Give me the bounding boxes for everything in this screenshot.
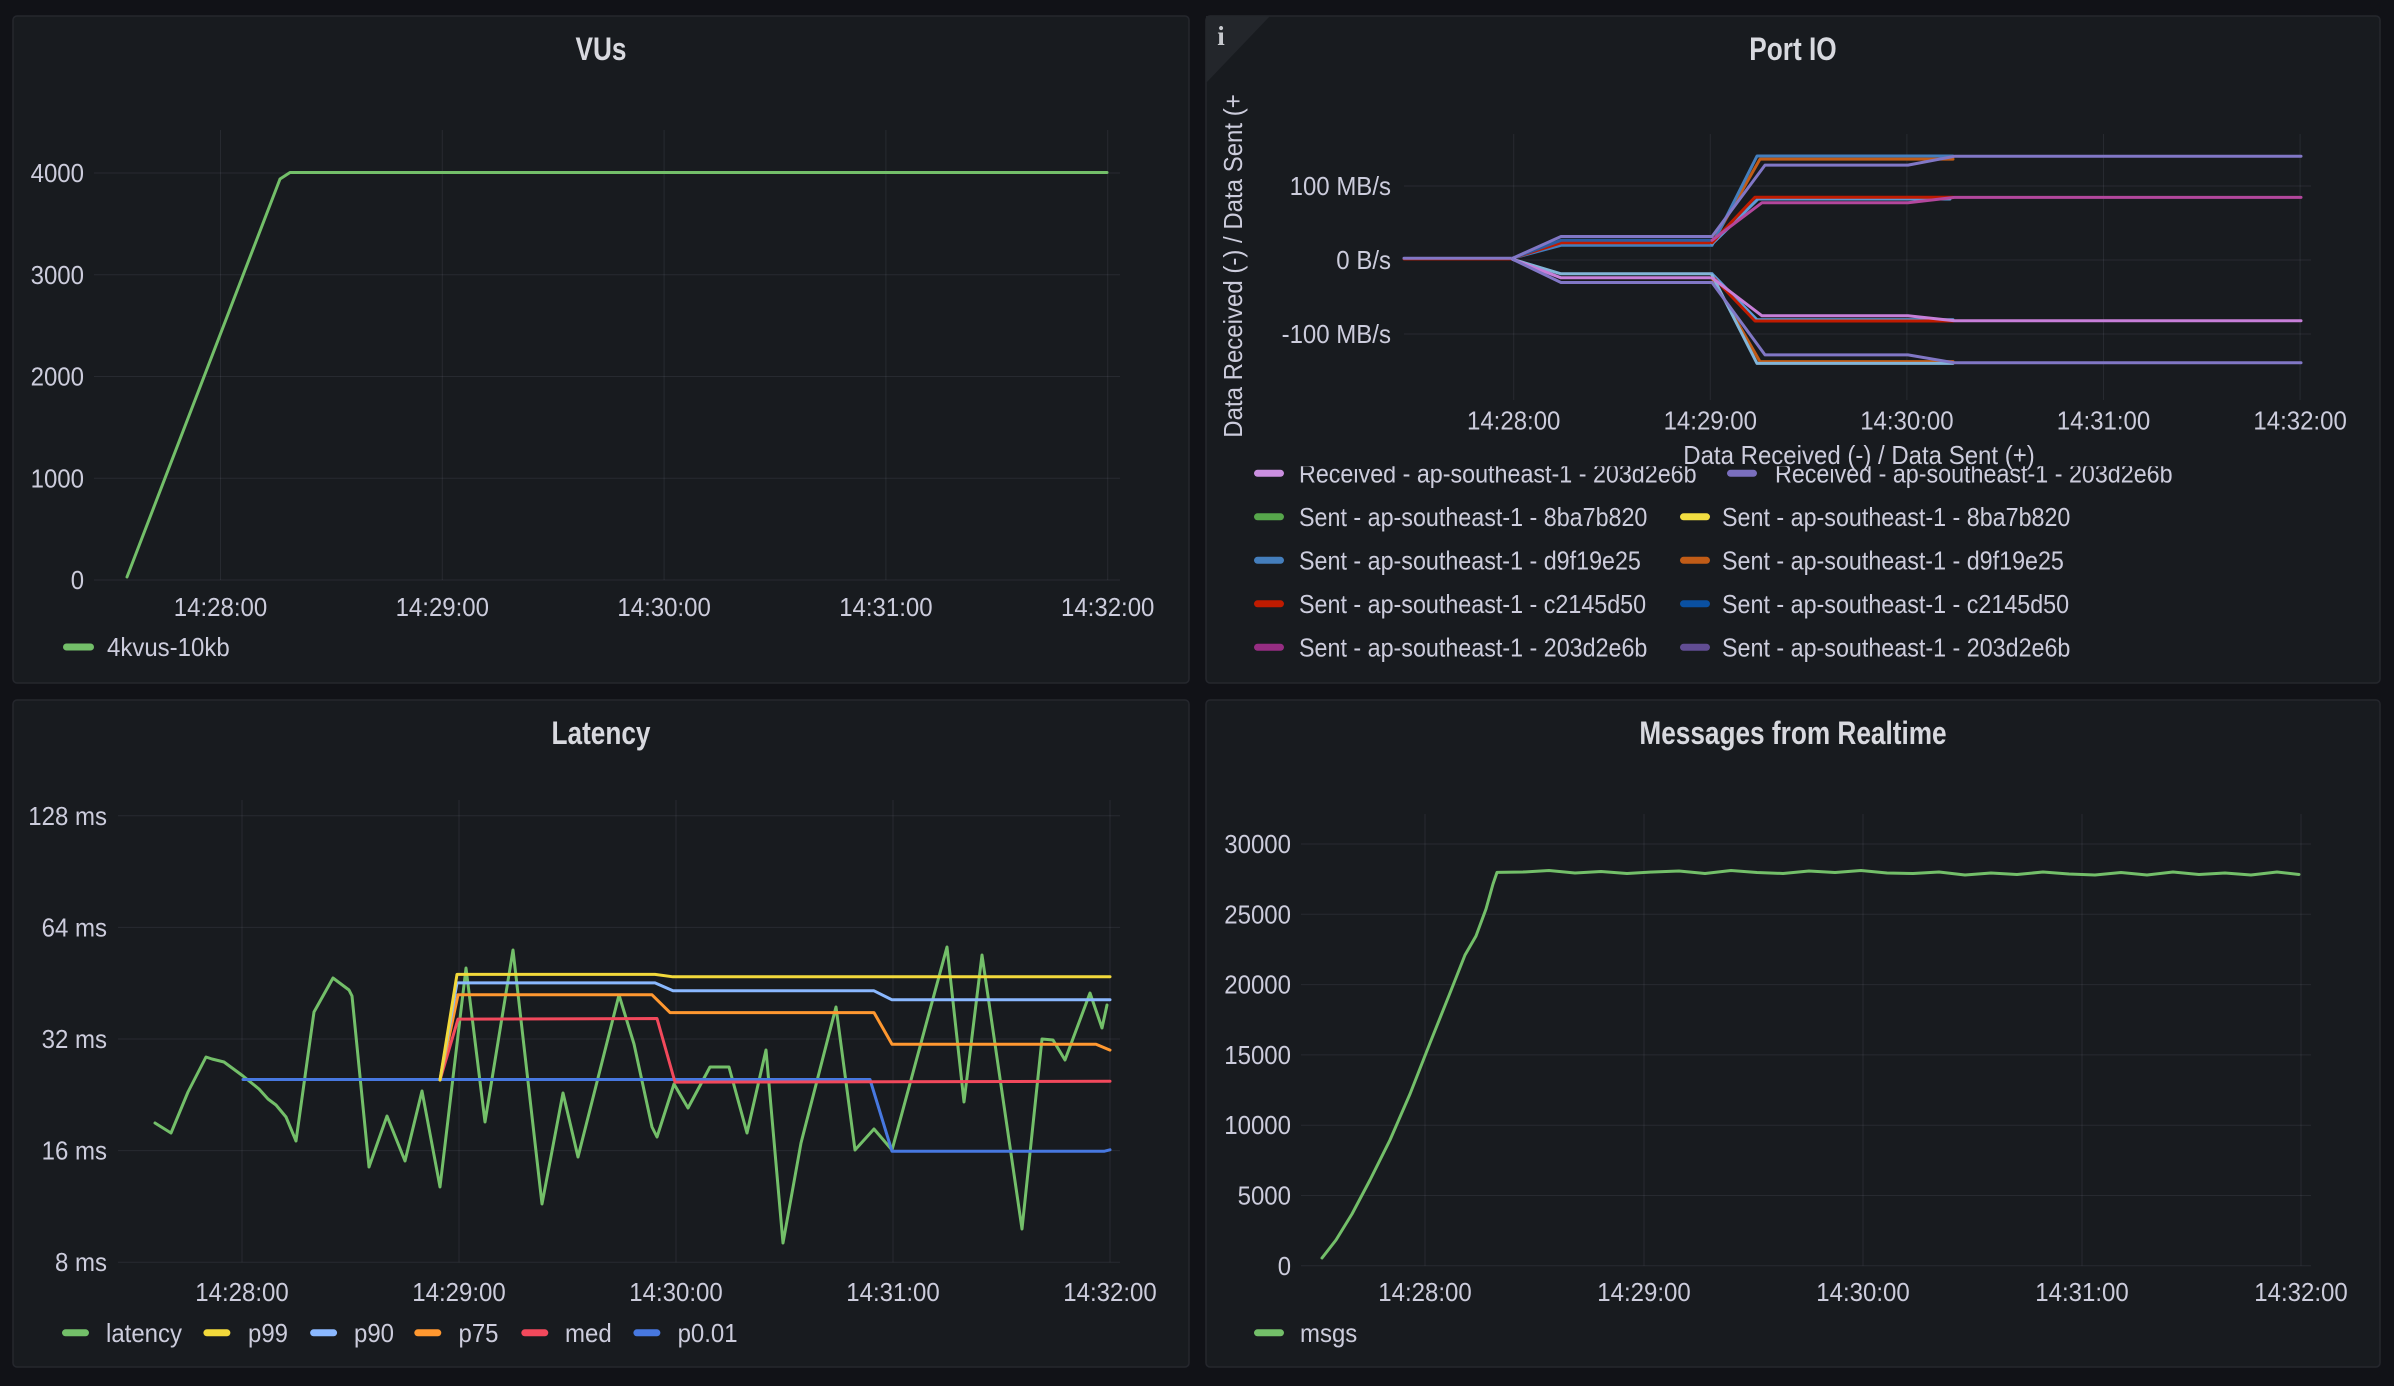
svg-text:Received - ap-southeast-1 - 20: Received - ap-southeast-1 - 203d2e6b xyxy=(1299,458,1697,488)
svg-text:14:32:00: 14:32:00 xyxy=(1061,592,1154,622)
svg-text:p90: p90 xyxy=(354,1318,394,1348)
svg-text:Received - ap-southeast-1 - 20: Received - ap-southeast-1 - 203d2e6b xyxy=(1775,458,2173,488)
svg-text:2000: 2000 xyxy=(31,362,84,392)
svg-text:Sent - ap-southeast-1 - 203d2e: Sent - ap-southeast-1 - 203d2e6b xyxy=(1722,632,2070,662)
svg-text:14:30:00: 14:30:00 xyxy=(1816,1277,1909,1307)
svg-text:Sent - ap-southeast-1 - 203d2e: Sent - ap-southeast-1 - 203d2e6b xyxy=(1299,632,1647,662)
svg-text:Sent - ap-southeast-1 - c2145d: Sent - ap-southeast-1 - c2145d50 xyxy=(1722,589,2069,619)
svg-text:8 ms: 8 ms xyxy=(55,1247,107,1277)
svg-text:14:29:00: 14:29:00 xyxy=(1664,406,1757,436)
svg-text:0: 0 xyxy=(1278,1251,1291,1281)
svg-text:14:32:00: 14:32:00 xyxy=(2253,406,2346,436)
svg-text:20000: 20000 xyxy=(1224,970,1291,1000)
svg-text:30000: 30000 xyxy=(1224,829,1291,859)
svg-text:Sent - ap-southeast-1 - 8ba7b8: Sent - ap-southeast-1 - 8ba7b820 xyxy=(1722,502,2070,532)
svg-text:14:31:00: 14:31:00 xyxy=(839,592,932,622)
svg-text:1000: 1000 xyxy=(31,463,84,493)
svg-text:0: 0 xyxy=(71,565,84,595)
svg-text:med: med xyxy=(565,1318,612,1348)
svg-text:14:28:00: 14:28:00 xyxy=(174,592,267,622)
svg-text:Port IO: Port IO xyxy=(1749,31,1836,67)
svg-text:100 MB/s: 100 MB/s xyxy=(1290,171,1391,201)
svg-text:15000: 15000 xyxy=(1224,1040,1291,1070)
svg-text:14:31:00: 14:31:00 xyxy=(2057,406,2150,436)
svg-text:Data Received (-) / Data Sent: Data Received (-) / Data Sent (+) xyxy=(1683,440,2035,470)
svg-text:VUs: VUs xyxy=(576,31,627,67)
svg-text:14:30:00: 14:30:00 xyxy=(1860,406,1953,436)
svg-text:i: i xyxy=(1217,21,1225,51)
svg-text:Data Received (-) / Data Sent: Data Received (-) / Data Sent (+ xyxy=(1218,94,1248,438)
svg-text:p75: p75 xyxy=(459,1318,499,1348)
svg-text:14:29:00: 14:29:00 xyxy=(1597,1277,1690,1307)
svg-text:32 ms: 32 ms xyxy=(42,1024,107,1054)
svg-text:14:28:00: 14:28:00 xyxy=(1378,1277,1471,1307)
svg-text:14:32:00: 14:32:00 xyxy=(1063,1277,1156,1307)
svg-text:5000: 5000 xyxy=(1238,1181,1291,1211)
svg-text:25000: 25000 xyxy=(1224,899,1291,929)
svg-text:p99: p99 xyxy=(248,1318,288,1348)
svg-text:4000: 4000 xyxy=(31,158,84,188)
svg-text:Sent - ap-southeast-1 - c2145d: Sent - ap-southeast-1 - c2145d50 xyxy=(1299,589,1646,619)
svg-text:14:30:00: 14:30:00 xyxy=(617,592,710,622)
svg-text:14:31:00: 14:31:00 xyxy=(2035,1277,2128,1307)
svg-text:14:28:00: 14:28:00 xyxy=(195,1277,288,1307)
svg-text:Sent - ap-southeast-1 - d9f19e: Sent - ap-southeast-1 - d9f19e25 xyxy=(1299,545,1641,575)
svg-text:14:29:00: 14:29:00 xyxy=(396,592,489,622)
svg-text:Sent - ap-southeast-1 - d9f19e: Sent - ap-southeast-1 - d9f19e25 xyxy=(1722,545,2064,575)
svg-text:10000: 10000 xyxy=(1224,1110,1291,1140)
svg-text:p0.01: p0.01 xyxy=(678,1318,738,1348)
svg-text:Messages from Realtime: Messages from Realtime xyxy=(1639,715,1946,751)
svg-text:14:30:00: 14:30:00 xyxy=(629,1277,722,1307)
svg-text:14:32:00: 14:32:00 xyxy=(2254,1277,2347,1307)
svg-text:3000: 3000 xyxy=(31,260,84,290)
svg-text:14:28:00: 14:28:00 xyxy=(1467,406,1560,436)
svg-text:0 B/s: 0 B/s xyxy=(1336,245,1391,275)
svg-text:14:29:00: 14:29:00 xyxy=(412,1277,505,1307)
svg-text:128 ms: 128 ms xyxy=(28,801,107,831)
svg-text:msgs: msgs xyxy=(1300,1318,1357,1348)
svg-text:64 ms: 64 ms xyxy=(42,912,107,942)
svg-text:14:31:00: 14:31:00 xyxy=(846,1277,939,1307)
svg-text:16 ms: 16 ms xyxy=(42,1136,107,1166)
svg-text:Sent - ap-southeast-1 - 8ba7b8: Sent - ap-southeast-1 - 8ba7b820 xyxy=(1299,502,1647,532)
svg-text:latency: latency xyxy=(106,1318,182,1348)
svg-text:4kvus-10kb: 4kvus-10kb xyxy=(107,632,230,662)
svg-text:-100 MB/s: -100 MB/s xyxy=(1282,319,1391,349)
svg-text:Latency: Latency xyxy=(552,715,651,751)
